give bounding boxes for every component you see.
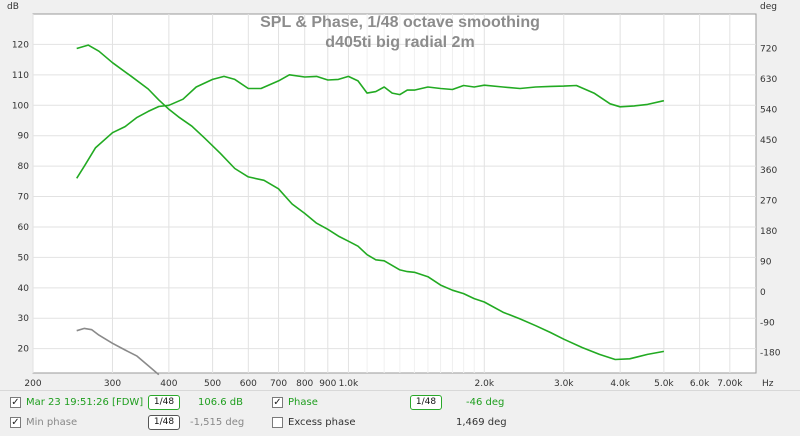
phase-checkbox[interactable]: ✓ [272, 397, 283, 408]
min-phase-cursor-value: -1,515 deg [190, 417, 245, 428]
x-unit-label: Hz [762, 379, 774, 389]
y-left-tick-label: 20 [18, 345, 30, 355]
x-tick-label: 600 [240, 379, 257, 389]
y-right-tick-label: 450 [760, 136, 777, 146]
y-right-tick-label: 90 [760, 257, 772, 267]
x-tick-label: 6.0k [690, 379, 710, 389]
x-tick-label: 4.0k [610, 379, 630, 389]
min-phase-series-line [76, 327, 160, 376]
spl-smoothing-button[interactable]: 1/48 [148, 395, 180, 410]
spl-series-line [76, 74, 665, 179]
y-right-tick-label: 180 [760, 227, 777, 237]
x-tick-label: 2.0k [475, 379, 495, 389]
min-phase-label[interactable]: Min phase [26, 417, 78, 428]
x-tick-label: 200 [24, 379, 41, 389]
phase-series-line [76, 44, 665, 361]
legend-panel: ✓ Mar 23 19:51:26 [FDW] 1/48 106.6 dB ✓ … [0, 390, 800, 436]
chart-area[interactable]: 200 300 400 500 600 700 800 900 1.0k 2.0k 3.0k 4.0k… [0, 0, 800, 390]
x-tick-label: 500 [204, 379, 221, 389]
spl-phase-chart[interactable]: 200 300 400 500 600 700 800 900 1.0k 2.0k 3.0k 4.0k… [0, 0, 800, 390]
chart-title: SPL & Phase, 1/48 octave smoothing [260, 14, 540, 31]
y-left-tick-label: 40 [18, 284, 30, 294]
y-right-tick-label: 540 [760, 105, 777, 115]
legend-row-min-phase: ✓ Min phase 1/48 -1,515 deg Excess phase… [0, 413, 800, 433]
measurement-name[interactable]: Mar 23 19:51:26 [FDW] [26, 397, 144, 408]
x-tick-label: 5.0k [654, 379, 674, 389]
y-left-tick-label: 120 [12, 40, 29, 50]
y-left-tick-label: 80 [18, 162, 30, 172]
y-right-tick-label: 630 [760, 75, 777, 85]
tick-labels: 200 300 400 500 600 700 800 900 1.0k 2.0k 3.0k 4.0k… [12, 40, 781, 389]
y-right-tick-label: -90 [760, 318, 775, 328]
excess-phase-label[interactable]: Excess phase [288, 417, 356, 428]
series-layer [76, 44, 665, 376]
excess-phase-cursor-value: 1,469 deg [456, 417, 507, 428]
y-left-tick-label: 30 [18, 314, 30, 324]
x-tick-label: 7.00k [717, 379, 743, 389]
min-phase-smoothing-button[interactable]: 1/48 [148, 415, 180, 430]
y-left-tick-label: 50 [18, 253, 30, 263]
min-phase-checkbox[interactable]: ✓ [10, 417, 21, 428]
x-tick-label: 400 [160, 379, 177, 389]
legend-row-measurement: ✓ Mar 23 19:51:26 [FDW] 1/48 106.6 dB ✓ … [0, 393, 800, 413]
phase-cursor-value: -46 deg [466, 397, 505, 408]
grid-lines [32, 14, 756, 373]
phase-label[interactable]: Phase [288, 397, 318, 408]
y-right-tick-label: 270 [760, 197, 777, 207]
y-left-tick-label: 110 [12, 71, 29, 81]
y-left-tick-label: 60 [18, 223, 30, 233]
x-tick-label: 3.0k [554, 379, 574, 389]
spl-cursor-value: 106.6 dB [198, 397, 244, 408]
y-right-tick-label: -180 [760, 349, 781, 359]
x-tick-label: 800 [296, 379, 313, 389]
y-left-tick-label: 90 [18, 132, 30, 142]
excess-phase-checkbox[interactable] [272, 417, 283, 428]
y-left-tick-label: 100 [12, 101, 29, 111]
y-right-tick-label: 360 [760, 166, 777, 176]
x-tick-label: 700 [270, 379, 287, 389]
x-tick-label: 1.0k [339, 379, 359, 389]
y-right-tick-label: 720 [760, 44, 777, 54]
x-tick-label: 900 [319, 379, 336, 389]
measurement-checkbox[interactable]: ✓ [10, 397, 21, 408]
plot-background [32, 13, 757, 374]
phase-smoothing-button[interactable]: 1/48 [410, 395, 442, 410]
y-left-unit-label: dB [7, 2, 19, 12]
y-left-tick-label: 70 [18, 193, 30, 203]
y-right-unit-label: deg [760, 2, 777, 12]
x-tick-label: 300 [104, 379, 121, 389]
y-right-tick-label: 0 [760, 288, 766, 298]
chart-subtitle: d405ti big radial 2m [325, 34, 474, 51]
